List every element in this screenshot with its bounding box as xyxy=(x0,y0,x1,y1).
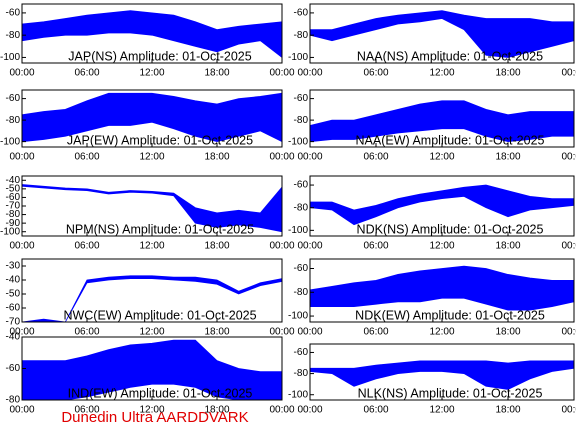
panel-title: NLK(NS) Amplitude: 01-Oct-2025 xyxy=(358,386,543,400)
x-tick-label: 18:00 xyxy=(204,152,229,163)
x-tick-label: 06:00 xyxy=(74,405,99,416)
y-tick-label: -50 xyxy=(6,289,21,300)
y-tick-label: -80 xyxy=(294,368,309,379)
y-tick-label: -100 xyxy=(288,136,308,147)
x-tick-label: 12:00 xyxy=(429,152,454,163)
x-tick-label: 12:00 xyxy=(139,152,164,163)
x-tick-label: 06:00 xyxy=(363,152,388,163)
x-tick-label: 00:00 xyxy=(297,405,322,416)
x-tick-label: 00:00 xyxy=(269,68,294,79)
x-tick-label: 18:00 xyxy=(204,327,229,338)
x-tick-label: 18:00 xyxy=(495,241,520,252)
y-tick-label: -80 xyxy=(294,115,309,126)
y-tick-label: -100 xyxy=(0,226,20,237)
footer: Dunedin Ultra AARDDVARK xyxy=(61,409,248,426)
y-tick-label: -80 xyxy=(6,209,21,220)
x-tick-label: 00:00 xyxy=(561,405,576,416)
x-tick-label: 18:00 xyxy=(204,405,229,416)
y-tick-label: -100 xyxy=(288,52,308,63)
panel-title: NAA(EW) Amplitude: 01-Oct-2025 xyxy=(356,133,545,147)
x-tick-label: 06:00 xyxy=(74,152,99,163)
x-tick-label: 12:00 xyxy=(429,405,454,416)
x-tick-label: 18:00 xyxy=(495,68,520,79)
y-tick-label: -60 xyxy=(6,303,21,314)
y-tick-label: -80 xyxy=(6,30,21,41)
x-tick-label: 00:00 xyxy=(297,327,322,338)
panel-title: NWC(EW) Amplitude: 01-Oct-2025 xyxy=(63,308,256,322)
y-tick-label: -100 xyxy=(0,136,20,147)
y-tick-label: -60 xyxy=(294,263,309,274)
y-tick-label: -40 xyxy=(6,175,21,186)
x-tick-label: 12:00 xyxy=(139,405,164,416)
x-tick-label: 12:00 xyxy=(429,241,454,252)
y-tick-label: -60 xyxy=(294,180,309,191)
x-tick-label: 00:00 xyxy=(561,68,576,79)
y-tick-label: -80 xyxy=(6,395,21,406)
panel-title: NPM(NS) Amplitude: 01-Oct-2025 xyxy=(66,222,254,236)
x-tick-label: 06:00 xyxy=(74,327,99,338)
x-tick-label: 06:00 xyxy=(74,241,99,252)
x-tick-label: 00:00 xyxy=(561,327,576,338)
y-tick-label: -50 xyxy=(6,183,21,194)
x-tick-label: 00:00 xyxy=(269,152,294,163)
y-tick-label: -80 xyxy=(294,202,309,213)
x-tick-label: 06:00 xyxy=(363,405,388,416)
panel-title: JAP(EW) Amplitude: 01-Oct-2025 xyxy=(67,133,253,147)
x-tick-label: 18:00 xyxy=(495,405,520,416)
x-tick-label: 06:00 xyxy=(363,327,388,338)
x-tick-label: 00:00 xyxy=(9,327,34,338)
x-tick-label: 00:00 xyxy=(269,327,294,338)
x-tick-label: 06:00 xyxy=(363,241,388,252)
x-tick-label: 12:00 xyxy=(139,327,164,338)
x-tick-label: 00:00 xyxy=(9,68,34,79)
y-tick-label: -80 xyxy=(6,115,21,126)
x-tick-label: 00:00 xyxy=(561,241,576,252)
y-tick-label: -40 xyxy=(6,332,21,343)
y-tick-label: -60 xyxy=(6,93,21,104)
y-tick-label: -70 xyxy=(6,201,21,212)
x-tick-label: 12:00 xyxy=(429,327,454,338)
y-tick-label: -100 xyxy=(288,389,308,400)
panel-title: NDK(EW) Amplitude: 01-Oct-2025 xyxy=(355,308,545,322)
x-tick-label: 18:00 xyxy=(204,68,229,79)
y-tick-label: -60 xyxy=(294,347,309,358)
x-tick-label: 12:00 xyxy=(429,68,454,79)
x-tick-label: 00:00 xyxy=(297,241,322,252)
y-tick-label: -60 xyxy=(294,8,309,19)
x-tick-label: 06:00 xyxy=(363,68,388,79)
x-tick-label: 00:00 xyxy=(9,152,34,163)
y-tick-label: -60 xyxy=(6,363,21,374)
x-tick-label: 06:00 xyxy=(74,68,99,79)
y-tick-label: -80 xyxy=(294,287,309,298)
y-tick-label: -100 xyxy=(288,225,308,236)
x-tick-label: 12:00 xyxy=(139,68,164,79)
y-tick-label: -60 xyxy=(294,93,309,104)
y-tick-label: -60 xyxy=(6,192,21,203)
y-tick-label: -30 xyxy=(6,261,21,272)
y-tick-label: -70 xyxy=(6,317,21,328)
x-tick-label: 00:00 xyxy=(297,152,322,163)
x-tick-label: 00:00 xyxy=(9,405,34,416)
y-tick-label: -100 xyxy=(0,52,20,63)
x-tick-label: 00:00 xyxy=(269,405,294,416)
y-tick-label: -80 xyxy=(294,30,309,41)
x-tick-label: 00:00 xyxy=(561,152,576,163)
x-tick-label: 00:00 xyxy=(269,241,294,252)
y-tick-label: -100 xyxy=(288,311,308,322)
panel-title: NAA(NS) Amplitude: 01-Oct-2025 xyxy=(357,49,543,63)
x-tick-label: 18:00 xyxy=(204,241,229,252)
y-tick-label: -90 xyxy=(6,218,21,229)
panel-title: IND(EW) Amplitude: 01-Oct-2025 xyxy=(68,386,253,400)
y-tick-label: -40 xyxy=(6,275,21,286)
x-tick-label: 00:00 xyxy=(297,68,322,79)
x-tick-label: 12:00 xyxy=(139,241,164,252)
panel-title: JAP(NS) Amplitude: 01-Oct-2025 xyxy=(68,49,251,63)
y-tick-label: -60 xyxy=(6,8,21,19)
x-tick-label: 00:00 xyxy=(9,241,34,252)
panel-title: NDK(NS) Amplitude: 01-Oct-2025 xyxy=(357,222,544,236)
x-tick-label: 18:00 xyxy=(495,152,520,163)
x-tick-label: 18:00 xyxy=(495,327,520,338)
